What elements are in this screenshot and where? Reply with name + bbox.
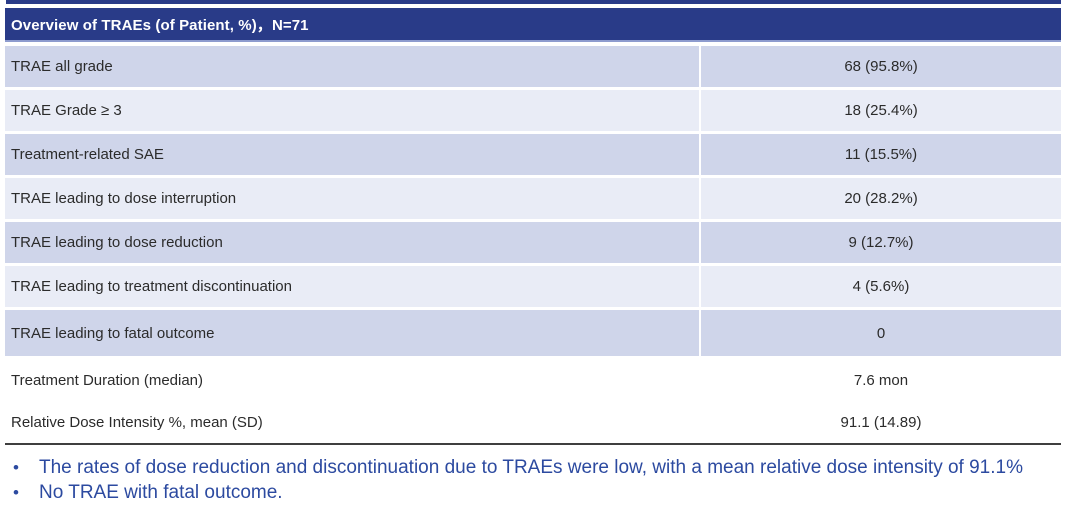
row-label: TRAE leading to treatment discontinuatio… — [5, 266, 699, 307]
summary-row: Treatment Duration (median) 7.6 mon — [5, 359, 1061, 401]
table-row: TRAE all grade 68 (95.8%) — [5, 46, 1061, 87]
table-row: TRAE leading to dose reduction 9 (12.7%) — [5, 222, 1061, 263]
row-label: Relative Dose Intensity %, mean (SD) — [5, 401, 699, 443]
table-header: Overview of TRAEs (of Patient, %)，N=71 — [5, 8, 1061, 42]
bullet-text: No TRAE with fatal outcome. — [39, 482, 283, 503]
row-value: 68 (95.8%) — [701, 46, 1061, 87]
bullet-text: The rates of dose reduction and disconti… — [39, 457, 1023, 478]
bullet-item: • No TRAE with fatal outcome. — [5, 480, 1061, 505]
table-title: Overview of TRAEs (of Patient, %)，N=71 — [11, 16, 309, 34]
row-label: Treatment-related SAE — [5, 134, 699, 175]
table-row: Treatment-related SAE 11 (15.5%) — [5, 134, 1061, 175]
table-top-border — [6, 0, 1061, 4]
row-label: TRAE leading to dose interruption — [5, 178, 699, 219]
bullet-icon: • — [13, 483, 19, 502]
row-value: 20 (28.2%) — [701, 178, 1061, 219]
row-value: 9 (12.7%) — [701, 222, 1061, 263]
row-label: TRAE leading to fatal outcome — [5, 310, 699, 356]
summary-row: Relative Dose Intensity %, mean (SD) 91.… — [5, 401, 1061, 443]
row-value: 0 — [701, 310, 1061, 356]
trae-overview-table: Overview of TRAEs (of Patient, %)，N=71 T… — [5, 8, 1061, 505]
divider-rule — [5, 443, 1061, 445]
row-value: 91.1 (14.89) — [701, 401, 1061, 443]
row-value: 7.6 mon — [701, 359, 1061, 401]
table-row: TRAE leading to dose interruption 20 (28… — [5, 178, 1061, 219]
row-value: 11 (15.5%) — [701, 134, 1061, 175]
table-row: TRAE leading to treatment discontinuatio… — [5, 266, 1061, 307]
row-label: TRAE Grade ≥ 3 — [5, 90, 699, 131]
row-label: Treatment Duration (median) — [5, 359, 699, 401]
bullet-icon: • — [13, 458, 19, 477]
table-row: TRAE leading to fatal outcome 0 — [5, 310, 1061, 356]
bullet-item: • The rates of dose reduction and discon… — [5, 455, 1061, 480]
row-label: TRAE leading to dose reduction — [5, 222, 699, 263]
row-value: 18 (25.4%) — [701, 90, 1061, 131]
table-row: TRAE Grade ≥ 3 18 (25.4%) — [5, 90, 1061, 131]
row-label: TRAE all grade — [5, 46, 699, 87]
summary-bullets: • The rates of dose reduction and discon… — [5, 455, 1061, 505]
row-value: 4 (5.6%) — [701, 266, 1061, 307]
